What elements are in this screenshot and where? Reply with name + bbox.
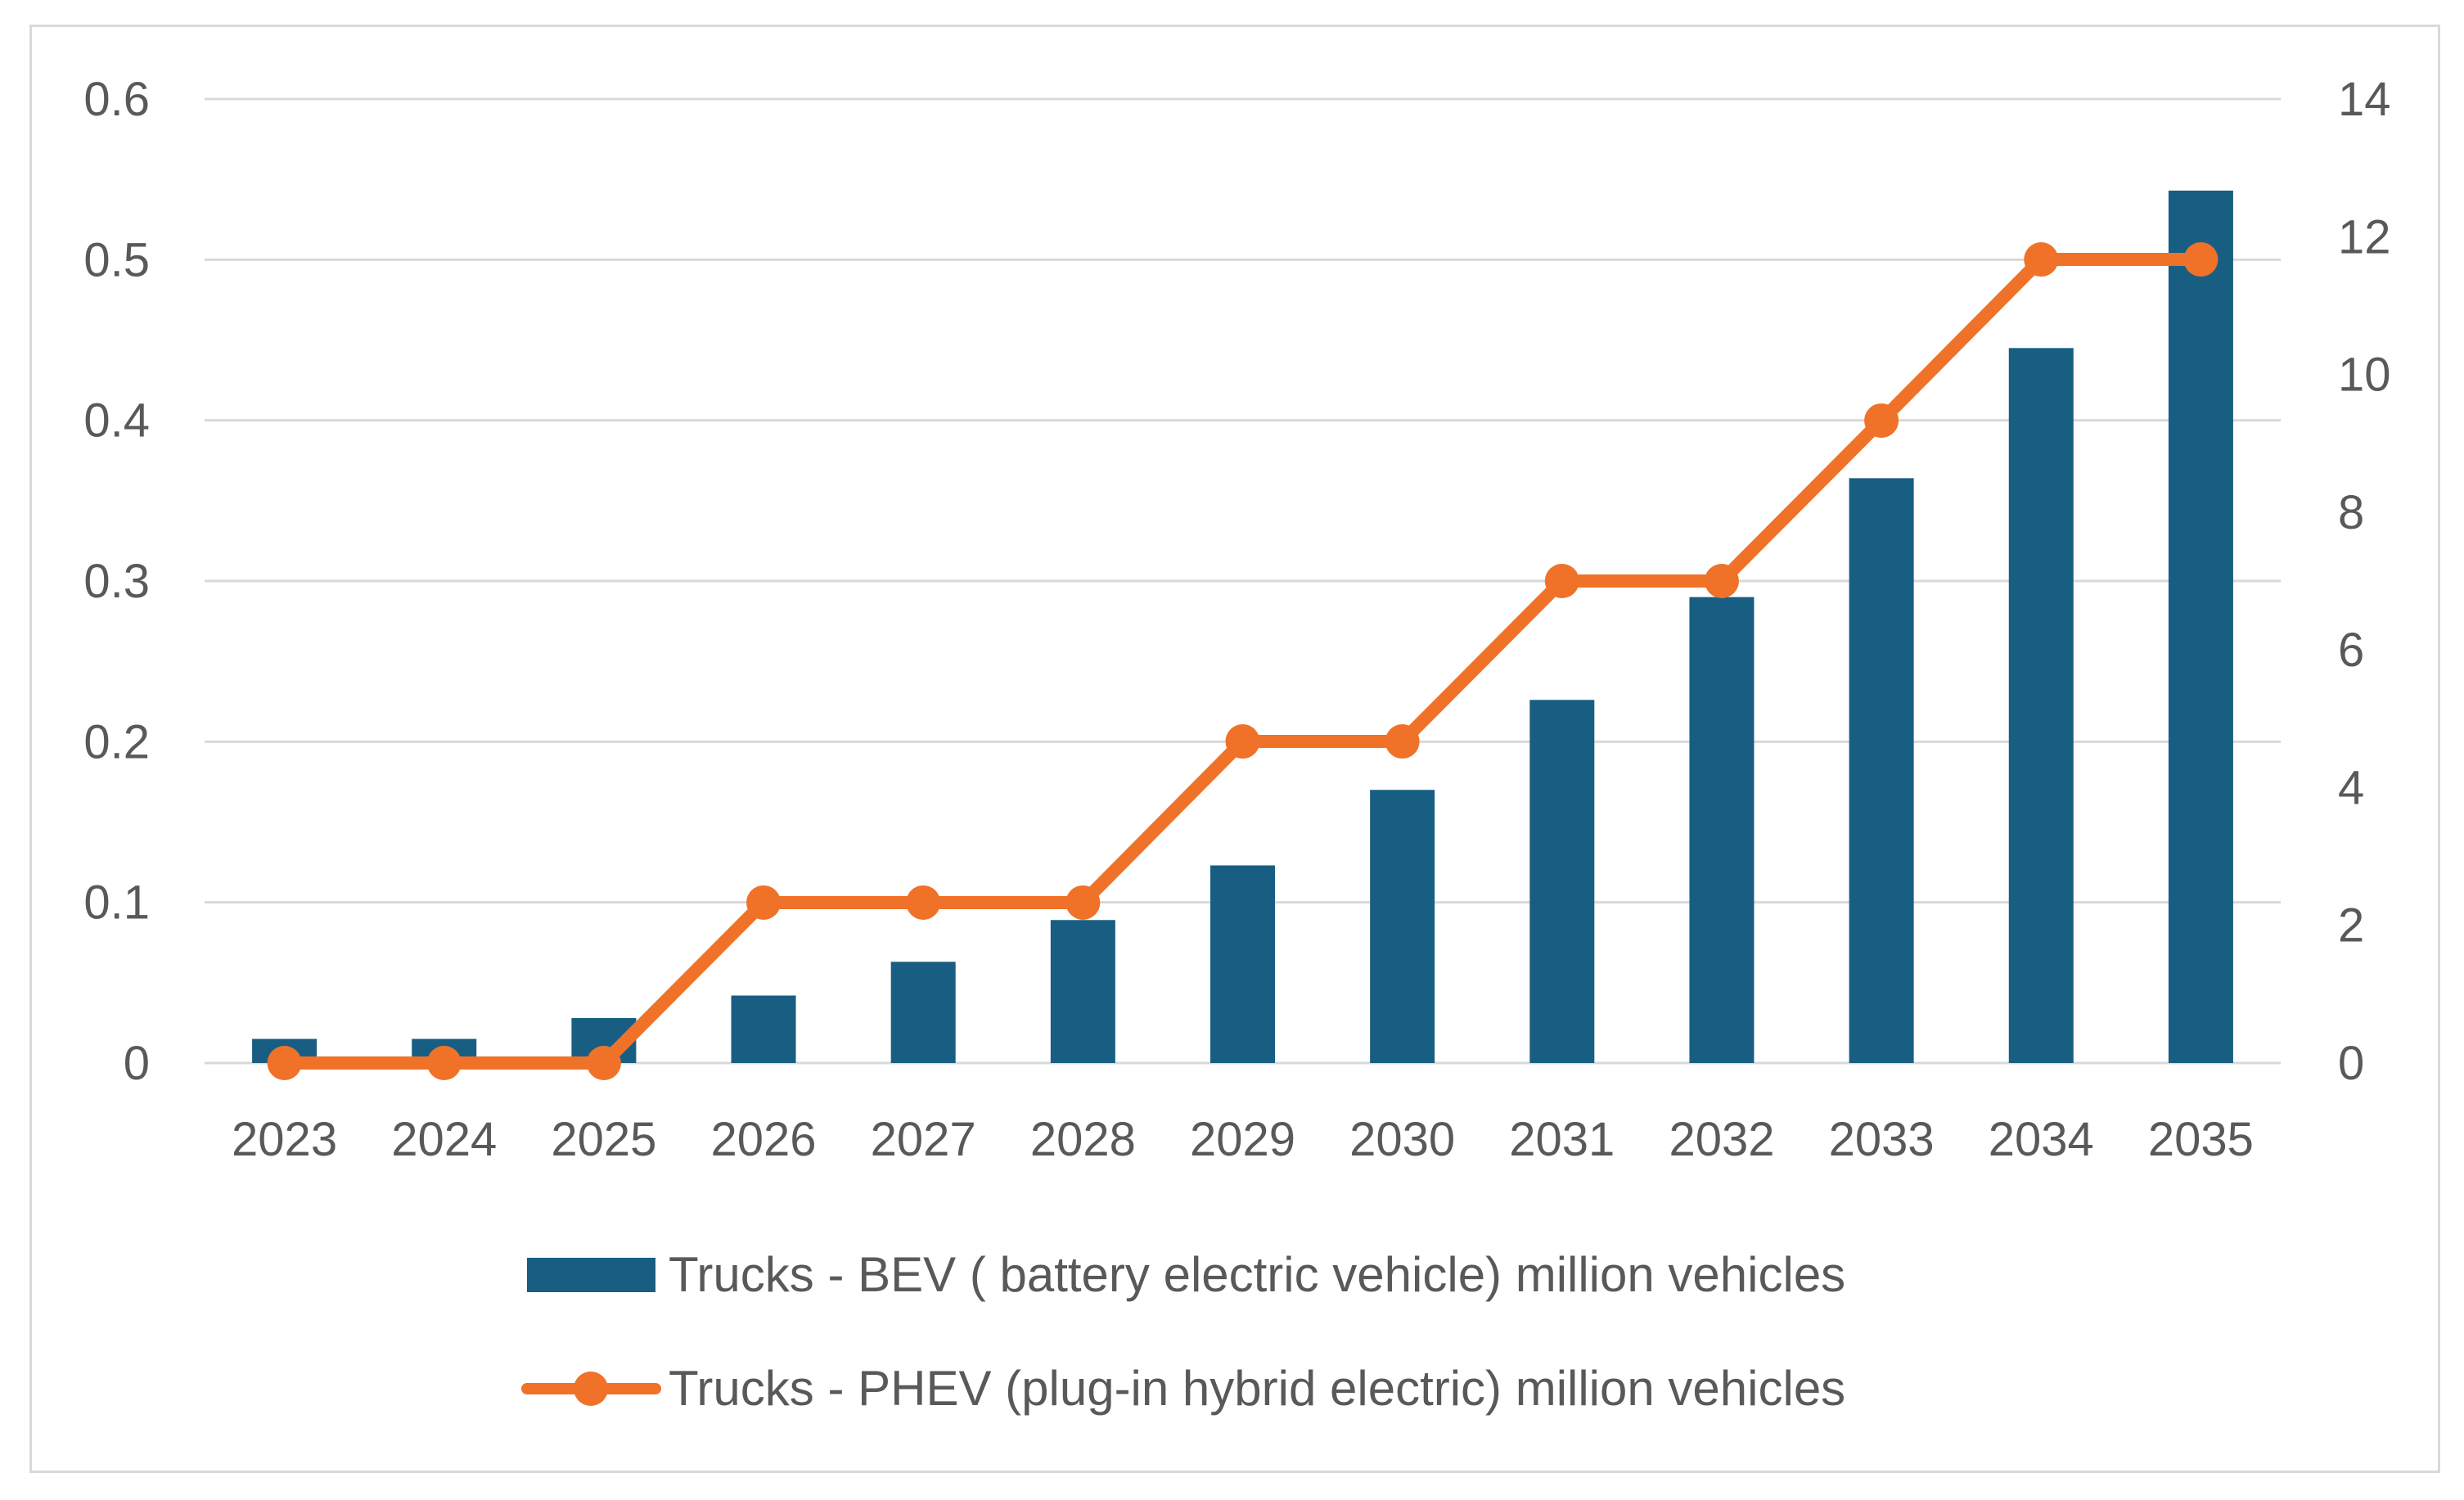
right-tick-label: 6 xyxy=(2338,624,2364,677)
x-tick-label: 2024 xyxy=(391,1113,497,1166)
bar-series xyxy=(252,190,2233,1064)
left-tick-label: 0.6 xyxy=(83,73,150,126)
bar xyxy=(1849,478,1914,1063)
bar xyxy=(2168,190,2233,1063)
right-tick-label: 0 xyxy=(2338,1037,2364,1090)
legend-label-bev: Trucks - BEV ( battery electric vehicle)… xyxy=(669,1247,1845,1302)
line-point xyxy=(267,1046,302,1080)
left-tick-label: 0.5 xyxy=(83,233,150,286)
line-point xyxy=(2024,242,2059,277)
bar xyxy=(731,995,796,1063)
line-point xyxy=(746,885,782,920)
legend-label-phev: Trucks - PHEV (plug-in hybrid electric) … xyxy=(669,1361,1845,1416)
x-tick-label: 2035 xyxy=(2148,1113,2254,1166)
right-tick-label: 12 xyxy=(2338,210,2391,264)
bar xyxy=(890,962,956,1063)
line-point xyxy=(2183,242,2219,277)
x-tick-label: 2034 xyxy=(1989,1113,2094,1166)
left-tick-label: 0 xyxy=(124,1037,150,1090)
left-tick-label: 0.3 xyxy=(83,555,150,608)
line-point xyxy=(1704,564,1739,598)
bar xyxy=(1370,790,1435,1063)
x-tick-label: 2029 xyxy=(1190,1113,1295,1166)
x-axis-ticks: 2023 2024 2025 2026 2027 2028 2029 2030 2031 2032… xyxy=(232,1113,2254,1166)
left-tick-label: 0.4 xyxy=(83,394,150,448)
legend-swatch-bev xyxy=(527,1258,655,1292)
line-point xyxy=(1225,724,1260,759)
left-tick-label: 0.1 xyxy=(83,876,150,930)
x-tick-label: 2023 xyxy=(232,1113,337,1166)
bar xyxy=(1689,597,1755,1063)
x-tick-label: 2028 xyxy=(1030,1113,1136,1166)
right-tick-label: 10 xyxy=(2338,349,2391,402)
left-axis-ticks: 0 0.1 0.2 0.3 0.4 0.5 0.6 xyxy=(83,73,150,1090)
bar xyxy=(1529,700,1595,1063)
right-tick-label: 14 xyxy=(2338,73,2391,126)
left-tick-label: 0.2 xyxy=(83,715,150,768)
line-series xyxy=(267,242,2219,1080)
right-tick-label: 2 xyxy=(2338,899,2364,953)
bar xyxy=(2008,348,2074,1064)
x-tick-label: 2025 xyxy=(551,1113,656,1166)
line-point xyxy=(1385,724,1420,759)
x-tick-label: 2033 xyxy=(1829,1113,1935,1166)
x-tick-label: 2026 xyxy=(711,1113,817,1166)
x-tick-label: 2030 xyxy=(1349,1113,1455,1166)
x-tick-label: 2031 xyxy=(1509,1113,1615,1166)
bar xyxy=(1210,865,1275,1063)
right-axis-ticks: 0 2 4 6 8 10 12 14 xyxy=(2338,73,2391,1090)
legend-swatch-marker-phev xyxy=(574,1372,608,1406)
line-point xyxy=(586,1046,621,1080)
x-tick-label: 2027 xyxy=(871,1113,976,1166)
right-tick-label: 8 xyxy=(2338,486,2364,539)
line-point xyxy=(1544,564,1579,598)
line-point xyxy=(1864,403,1899,438)
line-point xyxy=(906,885,941,920)
line-point xyxy=(1065,885,1101,920)
legend: Trucks - BEV ( battery electric vehicle)… xyxy=(521,1247,1845,1416)
line-point xyxy=(426,1046,462,1080)
x-tick-label: 2032 xyxy=(1669,1113,1774,1166)
right-tick-label: 4 xyxy=(2338,761,2364,814)
bar xyxy=(1050,920,1115,1063)
